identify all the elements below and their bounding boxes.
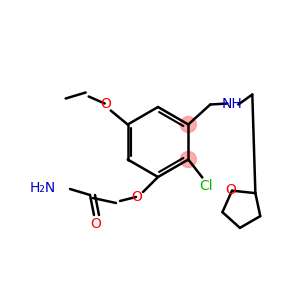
Text: O: O — [226, 183, 236, 197]
Circle shape — [180, 152, 196, 167]
Circle shape — [180, 116, 196, 133]
Text: O: O — [100, 97, 111, 110]
Text: O: O — [132, 190, 142, 204]
Text: O: O — [91, 217, 101, 231]
Text: Cl: Cl — [200, 178, 213, 193]
Text: H₂N: H₂N — [30, 181, 56, 195]
Text: NH: NH — [222, 98, 243, 112]
